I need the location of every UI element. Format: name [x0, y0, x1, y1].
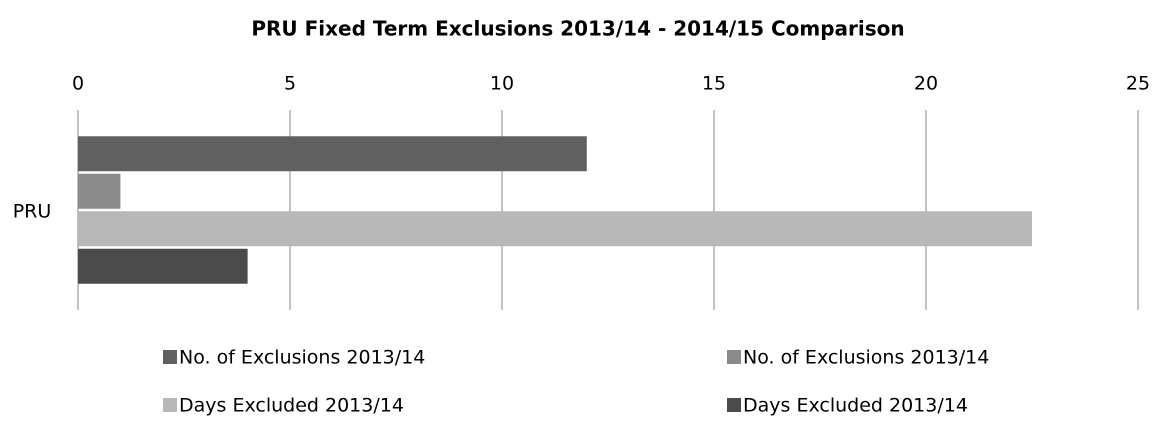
- legend-label: No. of Exclusions 2013/14: [179, 347, 425, 369]
- bar: [78, 248, 248, 284]
- legend-swatch: [163, 350, 177, 364]
- bar: [78, 173, 121, 209]
- legend-swatch: [163, 398, 177, 412]
- x-tick-label: 10: [490, 73, 514, 95]
- x-tick-label: 25: [1126, 73, 1150, 95]
- legend-swatch: [727, 350, 741, 364]
- legend-label: Days Excluded 2013/14: [179, 395, 404, 417]
- x-tick-label: 15: [702, 73, 726, 95]
- x-tick-label: 0: [72, 73, 84, 95]
- chart-title: PRU Fixed Term Exclusions 2013/14 - 2014…: [251, 17, 904, 41]
- legend-label: No. of Exclusions 2013/14: [743, 347, 989, 369]
- x-tick-label: 5: [284, 73, 296, 95]
- legend-label: Days Excluded 2013/14: [743, 395, 968, 417]
- y-tick-label: PRU: [13, 201, 52, 223]
- bar: [78, 211, 1032, 247]
- bar: [78, 136, 587, 172]
- legend-swatch: [727, 398, 741, 412]
- x-tick-label: 20: [914, 73, 938, 95]
